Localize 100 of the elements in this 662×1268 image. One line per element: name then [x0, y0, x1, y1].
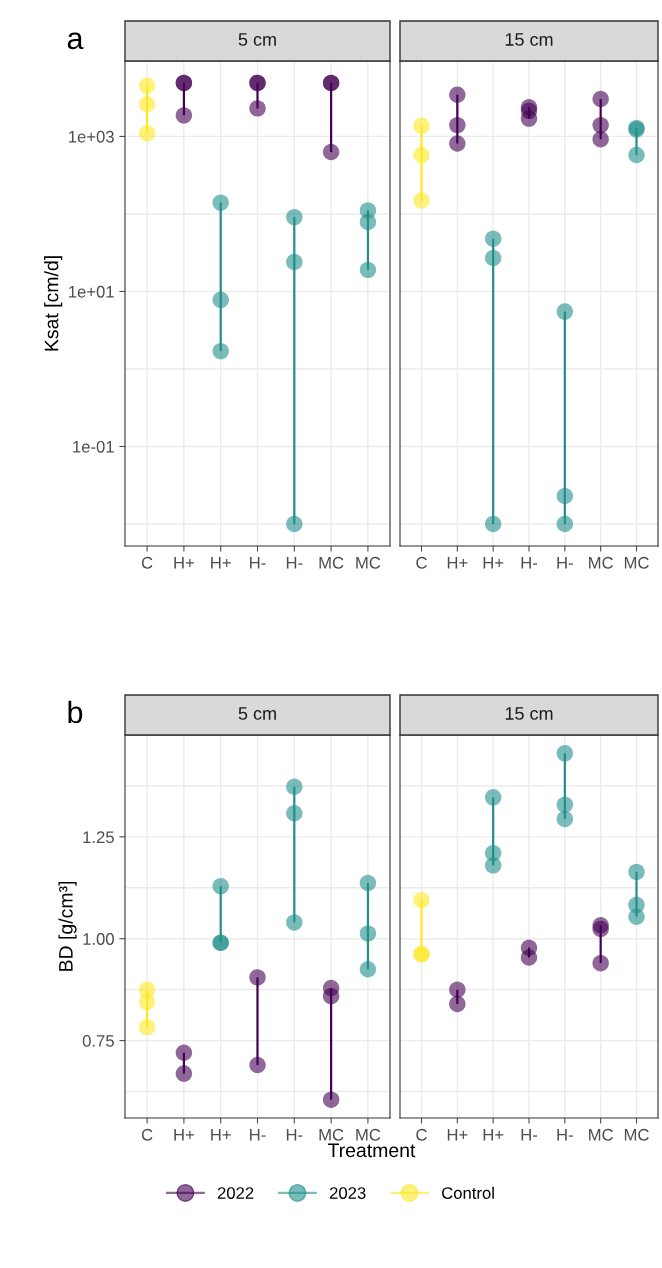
point	[556, 515, 574, 533]
point	[484, 249, 502, 267]
point	[413, 117, 430, 135]
chart-title: 15 cm	[505, 707, 553, 720]
x-tick-label: H+	[174, 557, 194, 569]
point	[138, 77, 156, 95]
text: b	[68, 700, 83, 724]
point	[592, 131, 609, 148]
point	[138, 96, 156, 113]
x-tick-label: MC	[624, 1128, 649, 1141]
x-tick-label: H-	[521, 1129, 538, 1141]
chart-title: 5 cm	[238, 33, 276, 46]
x-tick-label: H-	[521, 557, 538, 569]
y-tick-label: 1e-01	[73, 440, 114, 453]
point	[556, 796, 574, 813]
x-tick-label: MC	[589, 556, 613, 569]
point	[286, 778, 303, 795]
y-axis-title: BD [g/cm³]	[58, 881, 77, 971]
point	[592, 116, 609, 134]
x-axis-title: Treatment	[327, 1143, 416, 1158]
x-tick-label: H+	[483, 557, 504, 569]
point	[286, 515, 303, 533]
point	[556, 303, 574, 320]
point	[449, 981, 466, 998]
point	[175, 1065, 193, 1082]
x-tick-label: H+	[447, 1129, 468, 1141]
point	[592, 954, 609, 972]
point	[175, 107, 193, 124]
x-tick-label: H+	[174, 1129, 194, 1141]
point	[175, 1044, 193, 1062]
point	[138, 993, 156, 1011]
point	[249, 969, 266, 986]
point	[212, 291, 229, 309]
y-tick-label: 1.25	[83, 831, 114, 844]
x-tick-label: H-	[286, 1129, 303, 1141]
y-tick-label: 1.00	[83, 933, 114, 945]
point	[449, 995, 466, 1013]
y-tick-label: 1e+01	[69, 285, 114, 298]
point	[359, 925, 377, 942]
point	[484, 230, 502, 247]
x-tick-label: MC	[319, 1128, 344, 1141]
point	[322, 1091, 340, 1108]
x-tick-label: MC	[589, 1128, 613, 1141]
x-tick-label: H-	[250, 1129, 266, 1141]
point	[359, 961, 377, 978]
chart-title: 15 cm	[505, 33, 553, 46]
y-axis-title: Ksat [cm/d]	[44, 256, 63, 351]
point	[484, 789, 502, 806]
legend-label: Control	[442, 1186, 494, 1199]
point	[520, 110, 538, 127]
point	[359, 874, 377, 892]
point	[212, 877, 229, 895]
y-tick-label: 0.75	[82, 1034, 114, 1047]
point	[449, 116, 466, 134]
point	[359, 213, 377, 231]
point	[520, 949, 538, 966]
point	[249, 100, 266, 117]
legend-label: 2023	[329, 1187, 366, 1199]
point	[413, 146, 430, 164]
x-tick-label: MC	[356, 1128, 381, 1141]
point	[138, 1018, 156, 1036]
point	[138, 125, 156, 142]
x-tick-label: H-	[557, 557, 573, 569]
x-tick-label: C	[416, 556, 427, 569]
x-tick-label: H-	[557, 1129, 573, 1141]
x-tick-label: H+	[483, 1129, 504, 1141]
point	[628, 863, 645, 881]
point	[484, 515, 502, 533]
point	[359, 261, 377, 279]
point	[556, 487, 574, 505]
x-tick-label: H+	[211, 1129, 231, 1141]
point	[413, 891, 430, 909]
point	[286, 208, 303, 226]
point	[556, 745, 574, 762]
x-tick-label: H+	[447, 557, 468, 569]
point	[212, 342, 229, 360]
point	[449, 86, 466, 103]
chart-title: 5 cm	[238, 707, 276, 720]
text: a	[67, 32, 84, 50]
point	[249, 1056, 266, 1074]
x-tick-label: MC	[624, 556, 649, 569]
point	[212, 194, 229, 211]
point	[556, 810, 574, 828]
point	[449, 135, 466, 152]
x-tick-label: H-	[250, 557, 266, 569]
point	[592, 920, 609, 938]
x-tick-label: MC	[356, 556, 381, 569]
x-tick-label: C	[416, 1128, 427, 1141]
x-tick-label: MC	[319, 556, 344, 569]
point	[484, 857, 502, 874]
point	[286, 805, 303, 822]
x-tick-label: H+	[211, 557, 231, 569]
point	[286, 253, 303, 271]
point	[628, 146, 645, 164]
point	[592, 90, 609, 108]
point	[413, 192, 430, 209]
y-tick-label: 1e+03	[69, 130, 114, 143]
x-tick-label: C	[141, 556, 153, 569]
x-tick-label: H-	[286, 557, 303, 569]
point	[322, 143, 340, 161]
